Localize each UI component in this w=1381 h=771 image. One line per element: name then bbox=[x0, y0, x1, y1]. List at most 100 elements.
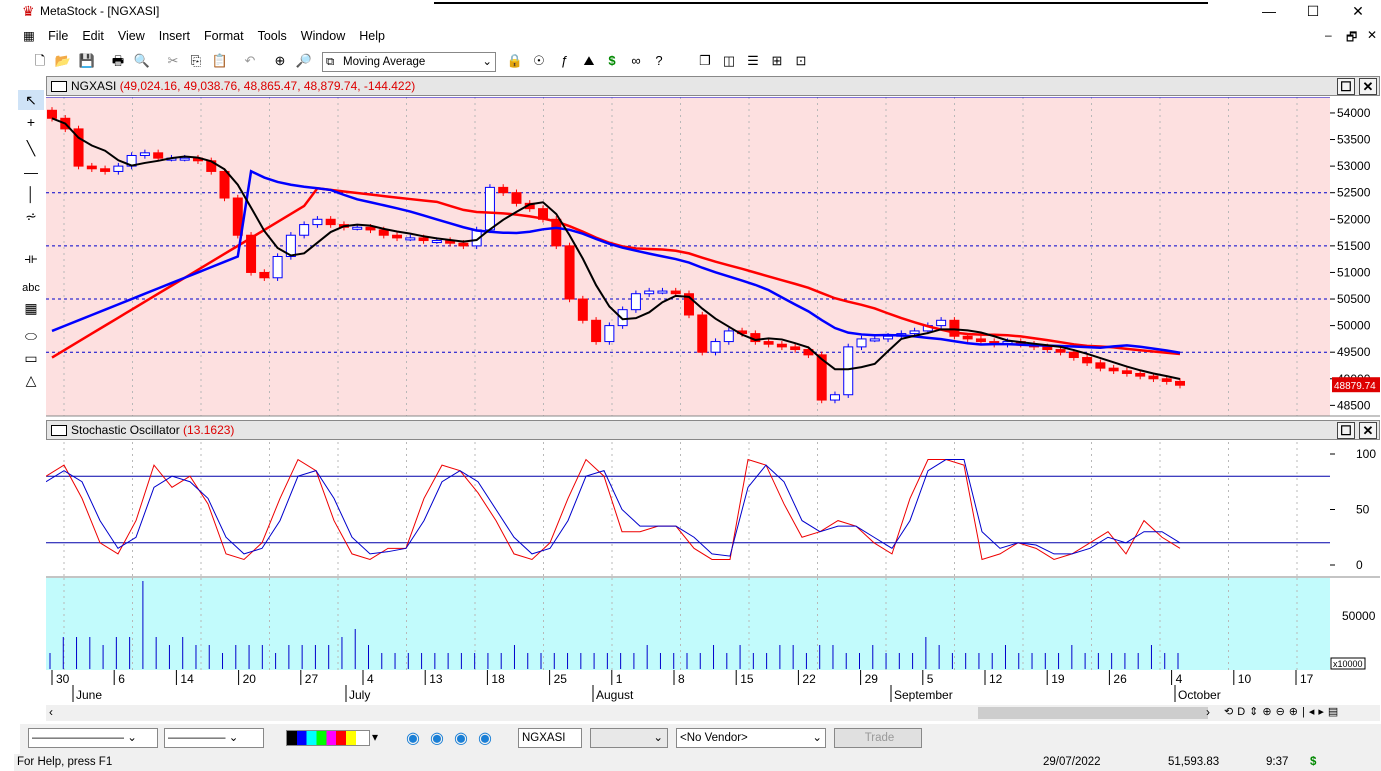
maximize-button[interactable]: ☐ bbox=[1306, 3, 1320, 19]
price-pane-label: NGXASI (49,024.16, 49,038.76, 48,865.47,… bbox=[71, 79, 415, 93]
month-label: September bbox=[894, 688, 953, 702]
menu-help[interactable]: Help bbox=[359, 29, 385, 43]
candle-body bbox=[285, 234, 296, 258]
horizontal-scrollbar[interactable]: ‹ › ⟲D⇕⊕⊖⊕|◂▸▤ bbox=[46, 705, 1380, 721]
mdi-restore-button[interactable]: 🗗 bbox=[1346, 30, 1358, 44]
print-icon[interactable]: 🖶 bbox=[111, 53, 125, 68]
vertical-line-icon[interactable]: │ bbox=[26, 186, 36, 202]
color-palette-icon[interactable] bbox=[286, 730, 370, 746]
pane-maximize-button[interactable]: ☐ bbox=[1337, 422, 1355, 439]
browser-icon[interactable]: ◉ bbox=[406, 730, 420, 747]
cut-icon[interactable]: ✂ bbox=[167, 53, 179, 68]
expert-icon[interactable]: 🔒 bbox=[506, 53, 524, 68]
pane-close-button[interactable]: ✕ bbox=[1359, 422, 1377, 439]
close-button[interactable]: ✕ bbox=[1352, 3, 1364, 19]
chart-area[interactable]: 5400053500530005250052000515005100050500… bbox=[46, 97, 1380, 722]
menu-format[interactable]: Format bbox=[204, 29, 244, 43]
ellipse-icon[interactable]: ⬭ bbox=[25, 328, 37, 344]
triangle-icon[interactable]: △ bbox=[25, 372, 37, 388]
tile-horizontal-icon[interactable]: ☰ bbox=[747, 53, 759, 68]
day-label: 1 bbox=[616, 672, 623, 686]
zoom-icon[interactable]: 🔎 bbox=[295, 53, 313, 68]
stoch-pane-label: Stochastic Oscillator (13.1623) bbox=[71, 423, 234, 437]
advisor-icon[interactable]: ☉ bbox=[533, 53, 545, 68]
grid-icon[interactable]: ▦ bbox=[24, 300, 38, 316]
doc-icon[interactable]: ▦ bbox=[23, 29, 35, 43]
candle-body bbox=[1108, 367, 1119, 372]
candle-body bbox=[949, 319, 960, 337]
copy-icon[interactable]: ⎘ bbox=[190, 53, 202, 68]
candle-body bbox=[139, 152, 150, 156]
tile-grid-icon[interactable]: ⊞ bbox=[771, 53, 783, 68]
dollar-icon[interactable]: $ bbox=[608, 53, 616, 68]
bottom-toolbar: ———————— ⌄ ————— ⌄ ▾ ◉ ◉ ◉ ◉ NGXASI ⌄ <N… bbox=[20, 724, 1381, 754]
cycle-icon[interactable]: ⟛ bbox=[24, 250, 38, 266]
menu-insert[interactable]: Insert bbox=[158, 29, 190, 43]
binoculars-icon[interactable]: ∞ bbox=[631, 53, 641, 68]
browser-icon[interactable]: ◉ bbox=[430, 730, 444, 747]
menu-edit[interactable]: Edit bbox=[82, 29, 104, 43]
title-divider bbox=[434, 2, 1208, 4]
indicator-select[interactable]: ⧉ Moving Average ⌄ bbox=[322, 52, 496, 72]
stoch-lines bbox=[46, 458, 1181, 561]
browser-icon[interactable]: ◉ bbox=[478, 730, 492, 747]
scroll-right-icon[interactable]: › bbox=[1206, 705, 1210, 719]
trendline-icon[interactable]: ╲ bbox=[26, 140, 36, 156]
open-icon[interactable]: 📂 bbox=[54, 53, 72, 68]
scroll-controls[interactable]: ⟲D⇕⊕⊖⊕|◂▸▤ bbox=[1224, 706, 1343, 718]
palette-dropdown-icon[interactable]: ▾ bbox=[372, 730, 379, 744]
explorer-icon[interactable]: ⛰ bbox=[583, 53, 595, 68]
day-label: 12 bbox=[989, 672, 1003, 686]
y-tick-label: 51000 bbox=[1337, 265, 1371, 279]
pane-maximize-button[interactable]: ☐ bbox=[1337, 78, 1355, 95]
text-icon[interactable]: abc bbox=[22, 282, 40, 294]
crosshair-icon[interactable]: ⊕ bbox=[274, 53, 286, 68]
cascade-icon[interactable]: ❐ bbox=[699, 53, 711, 68]
candle-body bbox=[1042, 346, 1053, 351]
mdi-minimize-button[interactable]: – bbox=[1325, 28, 1332, 42]
trade-button[interactable]: Trade bbox=[834, 728, 922, 748]
symbol-field[interactable]: NGXASI bbox=[518, 728, 582, 748]
stoch-value: (13.1623) bbox=[183, 423, 235, 437]
fan-icon[interactable]: ⩫ bbox=[25, 208, 37, 224]
cross-icon[interactable]: + bbox=[26, 114, 36, 130]
stoch-tick-label: 50 bbox=[1356, 503, 1370, 517]
period-select[interactable]: ⌄ bbox=[590, 728, 668, 748]
new-icon[interactable]: 🗋 bbox=[34, 53, 46, 68]
line-style-select[interactable]: ———————— ⌄ bbox=[28, 728, 158, 748]
menu-view[interactable]: View bbox=[117, 29, 145, 43]
menu-tools[interactable]: Tools bbox=[257, 29, 287, 43]
rectangle-icon[interactable]: ▭ bbox=[24, 350, 38, 366]
date-axis: 30 6 14 20 27 4 13 18 25 1 8 15 22 29 5 12 19 26 4 10 17June… bbox=[51, 670, 1314, 702]
y-tick-label: 49500 bbox=[1337, 345, 1371, 359]
candle-body bbox=[272, 256, 283, 279]
browser-icon[interactable]: ◉ bbox=[454, 730, 468, 747]
paste-icon[interactable]: 📋 bbox=[211, 53, 229, 68]
candle-body bbox=[829, 394, 840, 401]
print-preview-icon[interactable]: 🔍 bbox=[133, 53, 151, 68]
candle-body bbox=[232, 197, 243, 236]
menu-window[interactable]: Window bbox=[300, 29, 346, 43]
vendor-select[interactable]: <No Vendor> ⌄ bbox=[676, 728, 826, 748]
candle-body bbox=[1148, 375, 1159, 380]
tile-vertical-icon[interactable]: ◫ bbox=[722, 53, 736, 68]
undo-icon[interactable]: ↶ bbox=[244, 53, 256, 68]
day-label: 22 bbox=[802, 672, 816, 686]
pane-close-button[interactable]: ✕ bbox=[1359, 78, 1377, 95]
candle-body bbox=[670, 290, 681, 295]
pointer-icon[interactable]: ↖ bbox=[18, 90, 44, 110]
horizontal-line-icon[interactable]: — bbox=[24, 164, 38, 180]
candle-body bbox=[936, 319, 947, 327]
minimize-button[interactable]: — bbox=[1262, 3, 1276, 19]
candle-body bbox=[962, 335, 973, 340]
mdi-close-button[interactable]: ✕ bbox=[1367, 28, 1378, 42]
line-weight-select[interactable]: ————— ⌄ bbox=[164, 728, 264, 748]
layout-icon[interactable]: ⊡ bbox=[795, 53, 807, 68]
scroll-left-icon[interactable]: ‹ bbox=[49, 705, 53, 719]
save-icon[interactable]: 💾 bbox=[78, 53, 96, 68]
help-cursor-icon[interactable]: ? bbox=[655, 53, 663, 68]
menu-file[interactable]: File bbox=[48, 29, 69, 43]
formula-icon[interactable]: ƒ bbox=[560, 53, 568, 68]
scroll-thumb[interactable] bbox=[978, 707, 1208, 719]
month-label: October bbox=[1178, 688, 1221, 702]
